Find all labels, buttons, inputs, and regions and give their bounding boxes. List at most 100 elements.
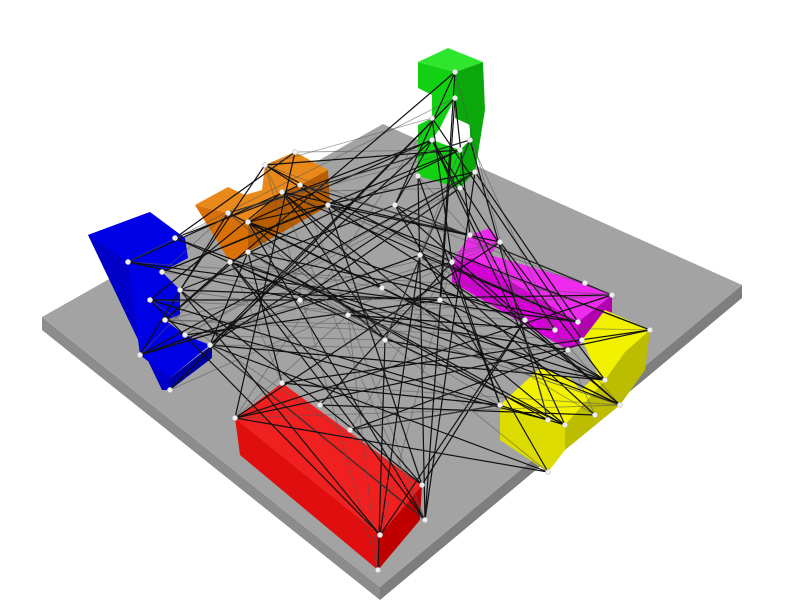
graph-edge: [247, 251, 501, 406]
graph-node: [457, 147, 463, 153]
graph-edge: [247, 251, 579, 323]
graph-edge: [227, 149, 461, 214]
graph-edge: [474, 171, 579, 323]
graph-node: [422, 517, 428, 523]
contact-graph-edges: [127, 71, 651, 571]
graph-edge: [179, 289, 441, 301]
graph-edge: [394, 204, 621, 406]
graph-edge: [179, 289, 423, 486]
graph-node: [575, 319, 581, 325]
graph-node: [297, 182, 303, 188]
graph-edge: [454, 71, 549, 421]
piece-red[interactable]: [235, 383, 422, 570]
graph-edge: [424, 97, 456, 521]
graph-node: [647, 327, 653, 333]
graph-node: [562, 422, 568, 428]
graph-node: [317, 402, 323, 408]
graph-node: [417, 252, 423, 258]
graph-node: [565, 347, 571, 353]
graph-edge: [281, 187, 461, 193]
graph-node: [552, 327, 558, 333]
graph-node: [429, 115, 435, 121]
graph-node: [457, 185, 463, 191]
graph-edge: [161, 212, 229, 273]
graph-edge: [234, 329, 651, 419]
graph-node: [497, 239, 503, 245]
graph-edge: [229, 261, 283, 384]
graph-edge: [419, 254, 579, 323]
graph-edge: [164, 319, 583, 341]
graph-edge: [264, 164, 426, 521]
graph-edge: [347, 294, 613, 316]
graph-node: [472, 169, 478, 175]
graph-node: [279, 189, 285, 195]
graph-node: [182, 332, 188, 338]
graph-edge: [281, 191, 471, 236]
graph-node: [452, 95, 458, 101]
contact-graph-nodes: [125, 69, 653, 573]
graph-edge: [139, 171, 476, 356]
red-piece-top: [235, 383, 422, 535]
graph-edge: [281, 329, 651, 384]
graph-edge: [169, 241, 501, 391]
graph-edge: [247, 221, 386, 341]
graph-node: [177, 287, 183, 293]
graph-edge: [384, 139, 471, 341]
graph-edge: [247, 171, 476, 223]
graph-node: [602, 377, 608, 383]
graph-edge: [179, 289, 381, 536]
graph-edge: [319, 404, 596, 416]
graph-edge: [227, 139, 471, 214]
magenta-piece-top: [452, 228, 612, 322]
graph-edge: [209, 344, 569, 351]
graph-node: [379, 285, 385, 291]
graph-edge: [419, 254, 526, 321]
graph-edge: [394, 204, 586, 284]
graph-node: [245, 219, 251, 225]
graph-node: [262, 162, 268, 168]
graph-edge: [431, 117, 453, 263]
orange-piece-top: [195, 152, 328, 222]
graph-edge: [299, 187, 461, 301]
graph-edge: [454, 97, 471, 236]
graph-edge: [431, 139, 556, 331]
graph-node: [325, 202, 331, 208]
graph-node: [245, 249, 251, 255]
graph-edge: [209, 251, 249, 346]
graph-edge: [229, 261, 383, 289]
graph-node: [452, 69, 458, 75]
graph-edge: [209, 171, 476, 346]
red-piece-front: [235, 418, 380, 570]
graph-edge: [179, 164, 266, 291]
graph-node: [225, 210, 231, 216]
magenta-piece-side: [578, 295, 612, 345]
graph-node: [437, 297, 443, 303]
graph-node: [232, 415, 238, 421]
graph-edge: [417, 175, 621, 406]
graph-edge: [349, 404, 501, 431]
graph-node: [137, 352, 143, 358]
graph-edge: [394, 71, 456, 206]
graph-edge: [469, 139, 596, 416]
graph-edge: [209, 344, 549, 473]
graph-edge: [149, 299, 381, 536]
graph-node: [377, 532, 383, 538]
graph-edge: [149, 299, 423, 486]
graph-edge: [417, 175, 501, 406]
graph-node: [392, 202, 398, 208]
graph-edge: [264, 164, 453, 263]
graph-node: [347, 427, 353, 433]
graph-edge: [229, 261, 423, 486]
graph-node: [227, 259, 233, 265]
blue-piece-top: [88, 212, 210, 378]
graph-edge: [161, 149, 461, 273]
graph-node: [497, 402, 503, 408]
graph-edge: [347, 314, 556, 331]
graph-node: [609, 292, 615, 298]
green-piece-top: [418, 48, 483, 72]
graph-node: [172, 235, 178, 241]
graph-edge: [381, 287, 596, 416]
graph-edge: [451, 261, 621, 406]
graph-edge: [247, 251, 566, 426]
